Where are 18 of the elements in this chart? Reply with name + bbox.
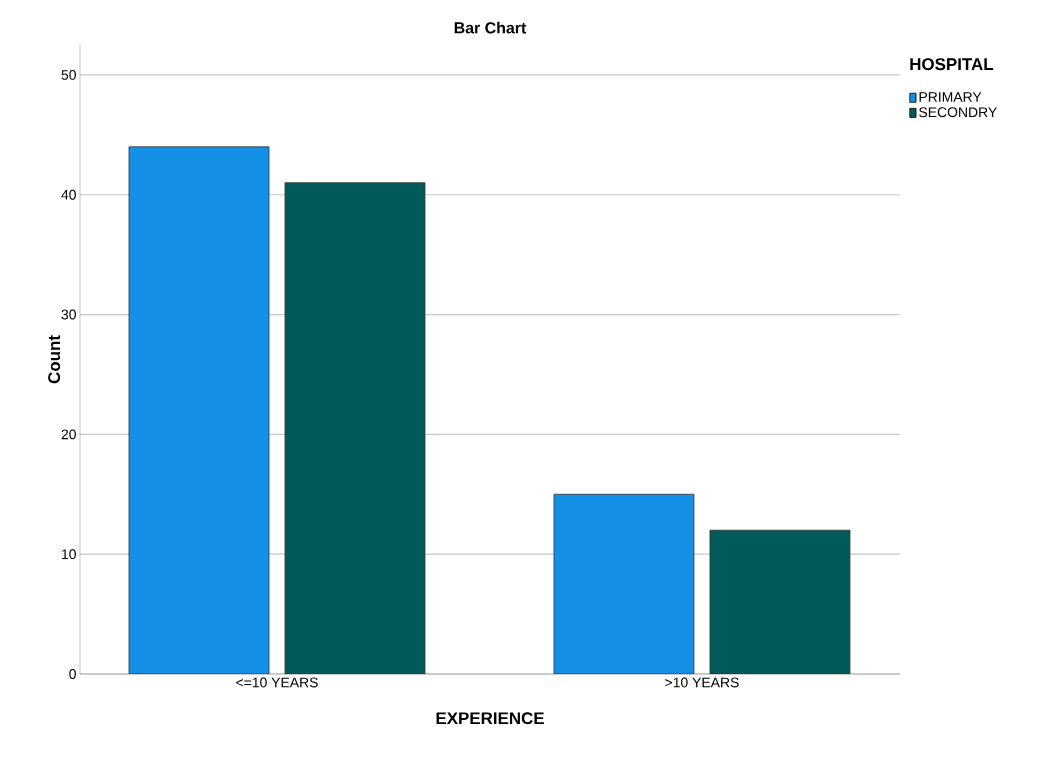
bar <box>553 493 695 674</box>
bar <box>709 529 851 674</box>
legend-label: PRIMARY <box>919 92 982 102</box>
y-tick-label: 20 <box>61 429 76 440</box>
y-tick-label: 50 <box>61 69 76 80</box>
y-tick-label: 40 <box>61 189 76 200</box>
y-tick-label: 30 <box>61 309 76 320</box>
bar <box>284 182 426 674</box>
y-axis-title: Count <box>48 335 61 384</box>
x-tick-label: >10 YEARS <box>665 677 739 688</box>
bar <box>128 146 270 674</box>
y-tick-label: 10 <box>62 549 76 560</box>
legend-title: HOSPITAL <box>910 58 994 71</box>
chart-title: Bar Chart <box>454 21 527 34</box>
x-axis-title: EXPERIENCE <box>436 712 544 725</box>
x-tick-label: <=10 YEARS <box>236 677 318 688</box>
y-tick-label: 0 <box>69 669 76 679</box>
legend-label: SECONDRY <box>919 107 997 118</box>
